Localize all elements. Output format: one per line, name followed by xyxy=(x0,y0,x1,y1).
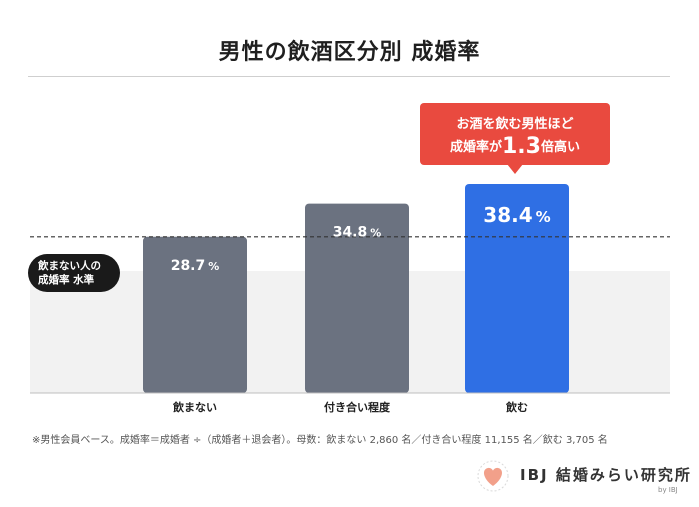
logo-text: IBJ 結婚みらい研究所 xyxy=(520,466,692,484)
bar-value-label-1: 34.8% xyxy=(333,225,382,241)
bar-value-label-0: 28.7% xyxy=(171,258,220,274)
labels-group: 28.7 % 飲まない 34.8 % 付き合い程度 38.4 % 飲む xyxy=(171,203,551,414)
category-label-2: 飲む xyxy=(505,400,528,414)
callout-suffix: 倍高い xyxy=(540,140,580,155)
bar-1 xyxy=(305,203,409,393)
title-divider xyxy=(28,76,670,77)
category-label-1: 付き合い程度 xyxy=(324,400,391,414)
baseline-label-line2: 成婚率 水準 xyxy=(38,274,95,286)
callout-box: お酒を飲む男性ほど 成婚率が1.3倍高い xyxy=(420,103,610,165)
brand-logo: IBJ 結婚みらい研究所 by IBJ xyxy=(476,456,690,496)
callout-prefix: 成婚率が xyxy=(449,140,502,155)
bar-0 xyxy=(143,236,247,393)
callout-line2: 成婚率が1.3倍高い xyxy=(420,134,610,159)
callout-value: 1.3 xyxy=(502,134,541,159)
logo-sub: by IBJ xyxy=(658,486,678,494)
bars-group xyxy=(143,184,569,393)
footnote: ※男性会員ベース。成婚率＝成婚者 ÷（成婚者＋退会者）。母数：飲まない 2,86… xyxy=(32,435,608,446)
chart-title: 男性の飲酒区分別 成婚率 xyxy=(218,40,481,65)
baseline-label-line1: 飲まない人の xyxy=(38,260,101,272)
callout-tail xyxy=(507,164,523,174)
baseline-label: 飲まない人の 成婚率 水準 xyxy=(28,254,120,292)
bar-value-label-2: 38.4% xyxy=(483,203,550,227)
category-label-0: 飲まない xyxy=(172,400,217,414)
callout-line1: お酒を飲む男性ほど xyxy=(456,117,574,132)
heart-icon xyxy=(477,460,509,492)
